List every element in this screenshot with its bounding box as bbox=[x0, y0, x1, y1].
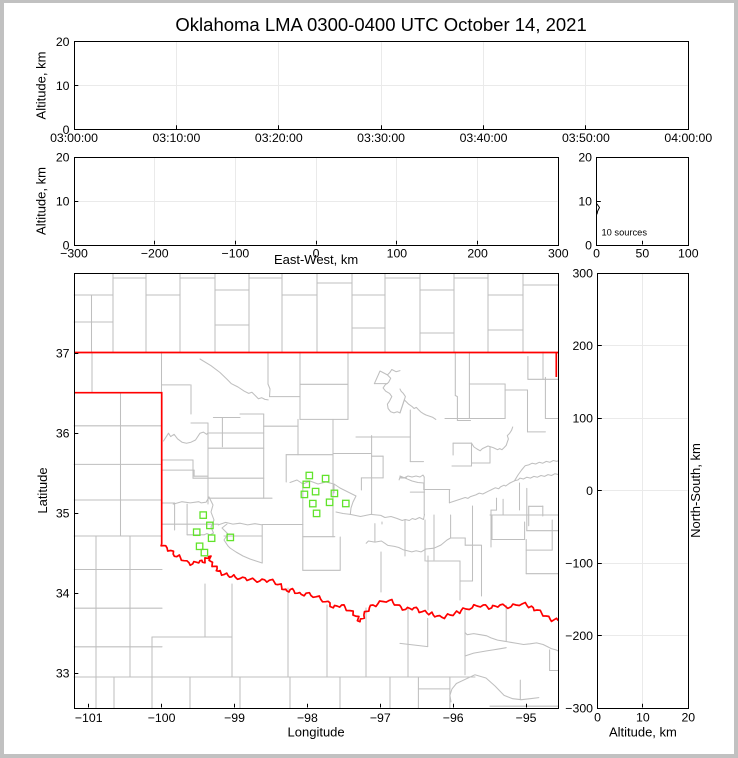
svg-text:0: 0 bbox=[586, 484, 593, 498]
svg-text:300: 300 bbox=[548, 247, 569, 261]
svg-text:03:30:00: 03:30:00 bbox=[357, 131, 405, 145]
svg-text:50: 50 bbox=[636, 247, 650, 261]
svg-text:−100: −100 bbox=[565, 556, 593, 570]
svg-text:0: 0 bbox=[313, 247, 320, 261]
svg-text:Altitude, km: Altitude, km bbox=[34, 52, 49, 120]
svg-text:03:10:00: 03:10:00 bbox=[152, 131, 200, 145]
svg-text:10: 10 bbox=[636, 711, 650, 725]
svg-text:100: 100 bbox=[572, 411, 593, 425]
svg-text:−200: −200 bbox=[141, 247, 169, 261]
svg-text:35: 35 bbox=[56, 506, 70, 520]
svg-text:Altitude, km: Altitude, km bbox=[34, 167, 49, 235]
svg-text:20: 20 bbox=[578, 150, 592, 164]
svg-text:−97: −97 bbox=[370, 711, 391, 725]
svg-text:04:00:00: 04:00:00 bbox=[664, 131, 712, 145]
svg-text:0: 0 bbox=[63, 238, 70, 252]
svg-text:−101: −101 bbox=[75, 711, 103, 725]
svg-text:37: 37 bbox=[56, 346, 70, 360]
svg-text:0: 0 bbox=[63, 123, 70, 137]
svg-text:200: 200 bbox=[467, 247, 488, 261]
svg-text:−300: −300 bbox=[60, 247, 88, 261]
svg-text:−96: −96 bbox=[443, 711, 464, 725]
svg-text:−100: −100 bbox=[148, 711, 176, 725]
svg-text:0: 0 bbox=[594, 711, 601, 725]
svg-text:−100: −100 bbox=[222, 247, 250, 261]
svg-text:300: 300 bbox=[572, 266, 593, 280]
svg-text:03:40:00: 03:40:00 bbox=[460, 131, 508, 145]
svg-text:200: 200 bbox=[572, 339, 593, 353]
svg-text:10: 10 bbox=[56, 79, 70, 93]
svg-text:100: 100 bbox=[387, 247, 408, 261]
svg-text:−300: −300 bbox=[565, 701, 593, 715]
svg-text:03:50:00: 03:50:00 bbox=[562, 131, 610, 145]
svg-text:East-West, km: East-West, km bbox=[274, 252, 358, 267]
svg-text:Oklahoma LMA 0300-0400 UTC Oct: Oklahoma LMA 0300-0400 UTC October 14, 2… bbox=[175, 14, 586, 35]
svg-text:100: 100 bbox=[678, 247, 699, 261]
svg-text:20: 20 bbox=[681, 711, 695, 725]
svg-text:10 sources: 10 sources bbox=[602, 228, 648, 238]
svg-text:0: 0 bbox=[593, 247, 600, 261]
svg-text:20: 20 bbox=[56, 35, 70, 49]
svg-text:03:00:00: 03:00:00 bbox=[50, 131, 98, 145]
svg-text:33: 33 bbox=[56, 667, 70, 681]
svg-text:−200: −200 bbox=[565, 629, 593, 643]
svg-text:36: 36 bbox=[56, 426, 70, 440]
svg-text:0: 0 bbox=[585, 238, 592, 252]
svg-text:Longitude: Longitude bbox=[288, 725, 345, 740]
svg-text:−95: −95 bbox=[516, 711, 537, 725]
svg-text:10: 10 bbox=[56, 194, 70, 208]
svg-text:North-South, km: North-South, km bbox=[688, 443, 703, 538]
svg-text:Altitude, km: Altitude, km bbox=[609, 725, 677, 740]
svg-text:−99: −99 bbox=[224, 711, 245, 725]
svg-text:34: 34 bbox=[56, 586, 70, 600]
svg-text:Latitude: Latitude bbox=[35, 467, 50, 513]
svg-text:20: 20 bbox=[56, 150, 70, 164]
svg-text:03:20:00: 03:20:00 bbox=[255, 131, 303, 145]
svg-text:−98: −98 bbox=[297, 711, 318, 725]
svg-text:10: 10 bbox=[578, 194, 592, 208]
